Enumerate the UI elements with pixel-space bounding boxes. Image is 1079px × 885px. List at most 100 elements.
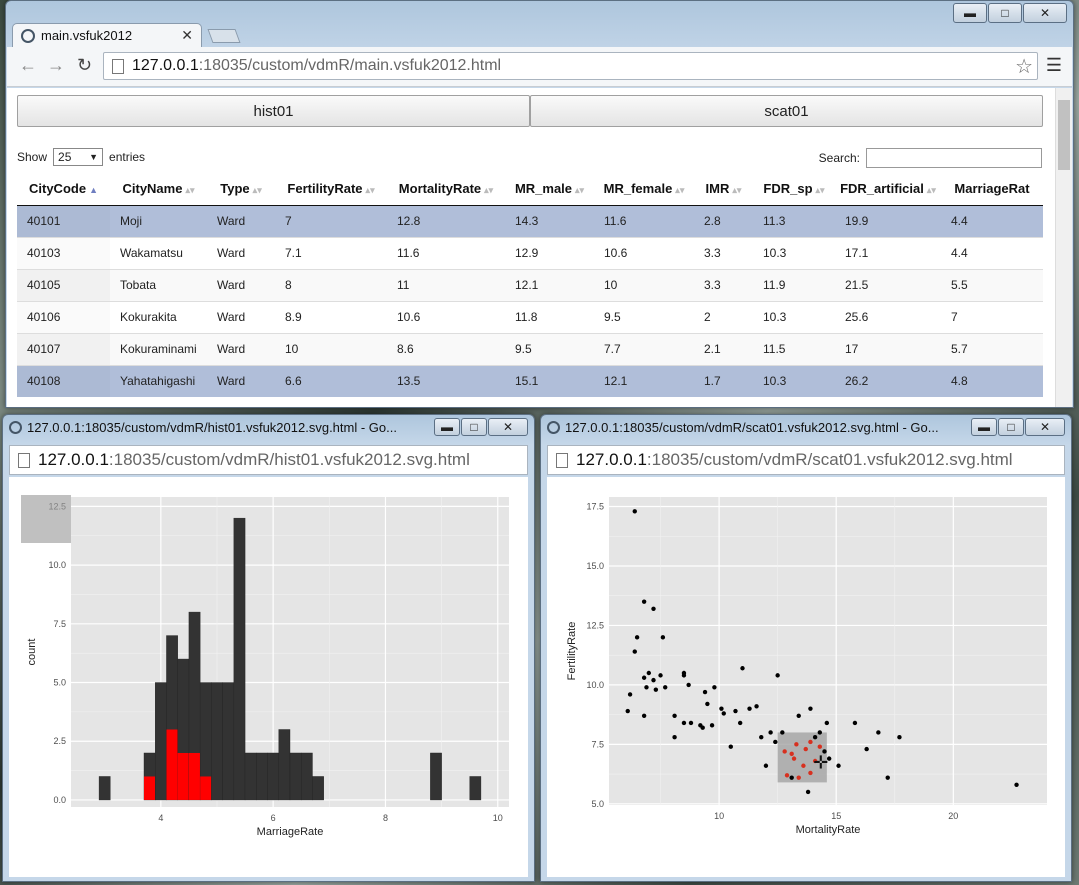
column-header[interactable]: CityCode ▲ bbox=[17, 173, 110, 206]
y-tick-label: 10.0 bbox=[48, 560, 66, 570]
scatter-point bbox=[672, 735, 677, 740]
table-row[interactable]: 40105 Tobata Ward 8 11 12.1 10 3.3 11.9 21.5 5.5 bbox=[17, 268, 1043, 301]
maximize-button[interactable]: □ bbox=[461, 418, 487, 436]
scatter-point bbox=[812, 735, 818, 740]
column-header-label: FDR_artificial bbox=[840, 181, 924, 197]
table-cell: 40103 bbox=[17, 236, 110, 269]
histogram-bar bbox=[301, 752, 313, 801]
table-cell: Ward bbox=[207, 364, 275, 397]
scatter-point bbox=[836, 763, 841, 768]
scatter-point bbox=[897, 735, 902, 740]
column-header-label: CityCode bbox=[29, 181, 87, 197]
tab-close-icon[interactable]: ✕ bbox=[181, 27, 193, 43]
scat01-title-bar: 127.0.0.1:18035/custom/vdmR/scat01.vsfuk… bbox=[547, 420, 961, 435]
hist01-address-bar[interactable]: 127.0.0.1 :18035/custom/vdmR/hist01.vsfu… bbox=[9, 445, 528, 475]
column-header[interactable]: MarriageRat bbox=[941, 173, 1043, 206]
scatter-point bbox=[826, 756, 832, 761]
scatter-point bbox=[1014, 782, 1019, 787]
minimize-button[interactable]: ▬ bbox=[971, 418, 997, 436]
table-cell: 17 bbox=[835, 332, 941, 365]
close-window-button[interactable]: ✕ bbox=[1023, 3, 1067, 23]
maximize-button[interactable]: □ bbox=[998, 418, 1024, 436]
scatter-point bbox=[712, 685, 717, 690]
scatter-point bbox=[719, 706, 724, 711]
entries-select[interactable]: 25 ▼ bbox=[53, 148, 104, 166]
highlighted-point bbox=[801, 763, 806, 768]
menu-icon[interactable]: ☰ bbox=[1045, 55, 1062, 75]
column-header[interactable]: IMR ▴▾ bbox=[694, 173, 753, 206]
table-cell: 10.6 bbox=[387, 300, 505, 333]
scat01-button[interactable]: scat01 bbox=[530, 95, 1043, 127]
table-cell: Ward bbox=[207, 300, 275, 333]
minimize-button[interactable]: ▬ bbox=[434, 418, 460, 436]
table-cell: 11 bbox=[387, 268, 505, 301]
histogram-chart[interactable]: 0.02.55.07.510.012.546810MarriageRatecou… bbox=[9, 477, 528, 877]
table-row[interactable]: 40107 Kokuraminami Ward 10 8.6 9.5 7.7 2.1 11.5 1… bbox=[17, 332, 1043, 365]
column-header-label: MarriageRat bbox=[954, 181, 1030, 197]
column-header[interactable]: FertilityRate ▴▾ bbox=[275, 173, 387, 206]
scatter-point bbox=[737, 720, 743, 726]
table-row[interactable]: 40101 Moji Ward 7 12.8 14.3 11.6 2.8 11.3 19.9 4.4 bbox=[17, 204, 1043, 237]
back-arrow-icon[interactable]: ← bbox=[19, 55, 37, 75]
table-body: 40101 Moji Ward 7 12.8 14.3 11.6 2.8 11.3 19.9 4.4… bbox=[17, 204, 1043, 397]
new-tab-button[interactable] bbox=[207, 29, 241, 43]
scatter-point bbox=[646, 670, 652, 676]
table-row[interactable]: 40108 Yahatahigashi Ward 6.6 13.5 15.1 12.1 1.7… bbox=[17, 364, 1043, 397]
histogram-bar bbox=[211, 682, 223, 801]
table-cell: 2 bbox=[694, 300, 753, 333]
histogram-bar bbox=[267, 752, 279, 801]
scatter-point bbox=[796, 713, 801, 719]
scatter-point bbox=[864, 746, 869, 752]
y-tick-label: 17.5 bbox=[586, 502, 604, 512]
vertical-scrollbar[interactable] bbox=[1055, 88, 1072, 407]
plot-button-bar: hist01 scat01 bbox=[17, 95, 1043, 127]
close-window-button[interactable]: ✕ bbox=[488, 418, 528, 436]
browser-toolbar: ← → ↻ 127.0.0.1 :18035/custom/vdmR/main.… bbox=[7, 47, 1072, 87]
scrollbar-thumb[interactable] bbox=[1058, 100, 1070, 170]
sort-both-icon: ▴▾ bbox=[185, 185, 195, 196]
address-bar[interactable]: 127.0.0.1 :18035/custom/vdmR/main.vsfuk2… bbox=[103, 52, 1038, 80]
column-header[interactable]: FDR_artificial ▴▾ bbox=[835, 173, 941, 206]
column-header[interactable]: MortalityRate ▴▾ bbox=[387, 173, 505, 206]
tab-main[interactable]: main.vsfuk2012 ✕ bbox=[12, 23, 202, 47]
table-cell: 12.1 bbox=[594, 364, 694, 397]
scatter-point bbox=[780, 730, 785, 735]
scatter-point bbox=[651, 677, 656, 683]
bookmark-star-icon[interactable]: ☆ bbox=[1015, 55, 1033, 78]
table-cell: 4.4 bbox=[941, 204, 1043, 237]
table-row[interactable]: 40106 Kokurakita Ward 8.9 10.6 11.8 9.5 2 10.3 25… bbox=[17, 300, 1043, 333]
maximize-button[interactable]: □ bbox=[988, 3, 1022, 23]
scat01-window-title: 127.0.0.1:18035/custom/vdmR/scat01.vsfuk… bbox=[565, 420, 939, 435]
table-cell: 9.5 bbox=[505, 332, 594, 365]
scatter-point bbox=[822, 749, 827, 754]
sort-both-icon: ▴▾ bbox=[815, 185, 825, 196]
close-window-button[interactable]: ✕ bbox=[1025, 418, 1065, 436]
column-header[interactable]: CityName ▴▾ bbox=[110, 173, 207, 206]
window-controls: ▬ □ ✕ bbox=[433, 418, 528, 436]
table-row[interactable]: 40103 Wakamatsu Ward 7.1 11.6 12.9 10.6 3.3 10.3… bbox=[17, 236, 1043, 269]
search-input[interactable] bbox=[866, 148, 1042, 168]
scatter-chart[interactable]: 5.0 7.5 10.0 12.5 15.0 17.5 10 15 20 ✛ MortalityRa… bbox=[547, 477, 1065, 877]
highlighted-bar bbox=[144, 776, 156, 800]
highlighted-point bbox=[808, 770, 813, 776]
table-cell: Moji bbox=[110, 204, 207, 237]
minimize-button[interactable]: ▬ bbox=[953, 3, 987, 23]
x-tick-label: 10 bbox=[714, 811, 724, 821]
column-header[interactable]: MR_female ▴▾ bbox=[594, 173, 694, 206]
scatter-point bbox=[625, 708, 630, 714]
hist01-button[interactable]: hist01 bbox=[17, 95, 530, 127]
column-header[interactable]: FDR_sp ▴▾ bbox=[753, 173, 835, 206]
scatter-point bbox=[653, 687, 659, 692]
column-header[interactable]: Type ▴▾ bbox=[207, 173, 275, 206]
hist01-window: 127.0.0.1:18035/custom/vdmR/hist01.vsfuk… bbox=[2, 414, 535, 882]
forward-arrow-icon[interactable]: → bbox=[47, 55, 65, 75]
table-cell: 11.9 bbox=[753, 268, 835, 301]
reload-icon[interactable]: ↻ bbox=[77, 55, 93, 75]
table-cell: 40107 bbox=[17, 332, 110, 365]
x-axis-label: MortalityRate bbox=[796, 824, 861, 836]
column-header[interactable]: MR_male ▴▾ bbox=[505, 173, 594, 206]
scat01-address-bar[interactable]: 127.0.0.1 :18035/custom/vdmR/scat01.vsfu… bbox=[547, 445, 1065, 475]
table-cell: 25.6 bbox=[835, 300, 941, 333]
r-logo-icon bbox=[9, 421, 22, 434]
table-cell: 10.3 bbox=[753, 300, 835, 333]
